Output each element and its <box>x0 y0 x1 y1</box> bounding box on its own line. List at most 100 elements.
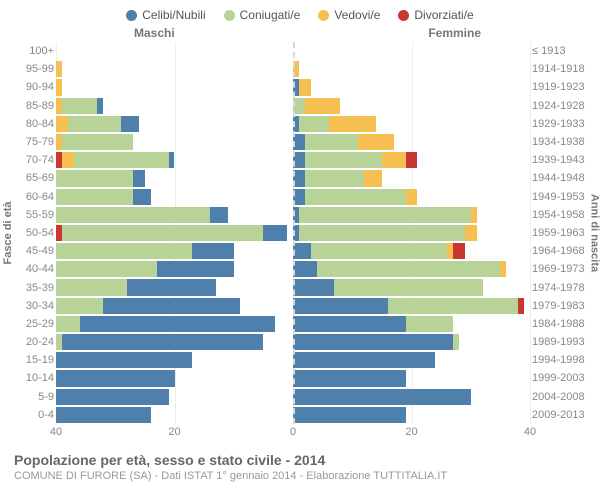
bar-zone <box>56 151 530 169</box>
bar-segment <box>133 170 145 186</box>
bar-zone <box>56 388 530 406</box>
legend: Celibi/NubiliConiugati/eVedovi/eDivorzia… <box>14 8 586 22</box>
birth-year-label: 1959-1963 <box>532 227 588 239</box>
birth-year-label: 1944-1948 <box>532 172 588 184</box>
male-bar <box>56 261 293 277</box>
bar-segment <box>80 316 276 332</box>
birth-year-label: 1939-1943 <box>532 154 588 166</box>
age-label: 85-89 <box>14 100 54 112</box>
female-bar <box>293 279 530 295</box>
age-label: 50-54 <box>14 227 54 239</box>
bar-segment <box>56 370 175 386</box>
age-label: 40-44 <box>14 263 54 275</box>
bar-segment <box>121 116 139 132</box>
pyramid-row: 70-741939-1943 <box>56 151 530 169</box>
female-bar <box>293 134 530 150</box>
header-male: Maschi <box>134 26 175 40</box>
birth-year-label: 1974-1978 <box>532 282 588 294</box>
female-bar <box>293 334 530 350</box>
female-bar <box>293 43 530 59</box>
age-label: 30-34 <box>14 300 54 312</box>
pyramid-row: 50-541959-1963 <box>56 224 530 242</box>
legend-swatch <box>318 10 329 21</box>
age-label: 35-39 <box>14 282 54 294</box>
age-label: 65-69 <box>14 172 54 184</box>
bar-segment <box>293 316 406 332</box>
female-bar <box>293 61 530 77</box>
female-bar <box>293 170 530 186</box>
male-bar <box>56 207 293 223</box>
age-label: 0-4 <box>14 409 54 421</box>
age-label: 45-49 <box>14 245 54 257</box>
female-bar <box>293 98 530 114</box>
bar-segment <box>62 225 263 241</box>
age-label: 100+ <box>14 45 54 57</box>
male-bar <box>56 407 293 423</box>
bar-segment <box>56 116 68 132</box>
bar-segment <box>157 261 234 277</box>
male-bar <box>56 334 293 350</box>
bar-segment <box>169 152 175 168</box>
pyramid-row: 55-591954-1958 <box>56 206 530 224</box>
bar-segment <box>210 207 228 223</box>
female-bar <box>293 152 530 168</box>
pyramid-row: 100+≤ 1913 <box>56 42 530 60</box>
male-bar <box>56 170 293 186</box>
bar-segment <box>97 98 103 114</box>
age-label: 25-29 <box>14 318 54 330</box>
birth-year-label: 2004-2008 <box>532 391 588 403</box>
birth-year-label: 1914-1918 <box>532 63 588 75</box>
female-bar <box>293 79 530 95</box>
pyramid-row: 10-141999-2003 <box>56 369 530 387</box>
male-bar <box>56 298 293 314</box>
female-bar <box>293 370 530 386</box>
bar-segment <box>293 189 305 205</box>
bar-segment <box>56 279 127 295</box>
bar-segment <box>56 170 133 186</box>
bar-zone <box>56 78 530 96</box>
age-label: 20-24 <box>14 336 54 348</box>
age-label: 95-99 <box>14 63 54 75</box>
bar-segment <box>263 225 287 241</box>
chart-subtitle: COMUNE DI FURORE (SA) - Dati ISTAT 1° ge… <box>14 470 586 482</box>
bar-segment <box>293 407 406 423</box>
bar-segment <box>62 334 263 350</box>
x-tick: 20 <box>168 426 180 438</box>
male-bar <box>56 389 293 405</box>
x-tick: 20 <box>405 426 417 438</box>
female-bar <box>293 407 530 423</box>
bar-zone <box>56 351 530 369</box>
legend-label: Vedovi/e <box>334 8 380 22</box>
bar-segment <box>406 152 418 168</box>
bar-segment <box>317 261 501 277</box>
bar-segment <box>62 98 98 114</box>
bar-segment <box>293 98 305 114</box>
pyramid-row: 95-991914-1918 <box>56 60 530 78</box>
age-label: 60-64 <box>14 191 54 203</box>
bar-segment <box>305 152 382 168</box>
pyramid-row: 65-691944-1948 <box>56 169 530 187</box>
bar-zone <box>56 133 530 151</box>
bar-zone <box>56 206 530 224</box>
bar-segment <box>62 152 74 168</box>
bar-zone <box>56 115 530 133</box>
header-female: Femmine <box>428 26 481 40</box>
pyramid-row: 5-92004-2008 <box>56 388 530 406</box>
bar-segment <box>192 243 233 259</box>
bar-segment <box>293 389 471 405</box>
bar-segment <box>293 152 305 168</box>
chart-footer: Popolazione per età, sesso e stato civil… <box>14 452 586 482</box>
female-bar <box>293 207 530 223</box>
bar-segment <box>382 152 406 168</box>
bar-segment <box>293 279 334 295</box>
male-bar <box>56 243 293 259</box>
bar-segment <box>388 298 518 314</box>
bar-segment <box>471 207 477 223</box>
birth-year-label: 1929-1933 <box>532 118 588 130</box>
bar-segment <box>334 279 482 295</box>
age-label: 75-79 <box>14 136 54 148</box>
age-label: 90-94 <box>14 81 54 93</box>
bar-segment <box>293 61 299 77</box>
chart-title: Popolazione per età, sesso e stato civil… <box>14 452 586 468</box>
bar-segment <box>465 225 477 241</box>
